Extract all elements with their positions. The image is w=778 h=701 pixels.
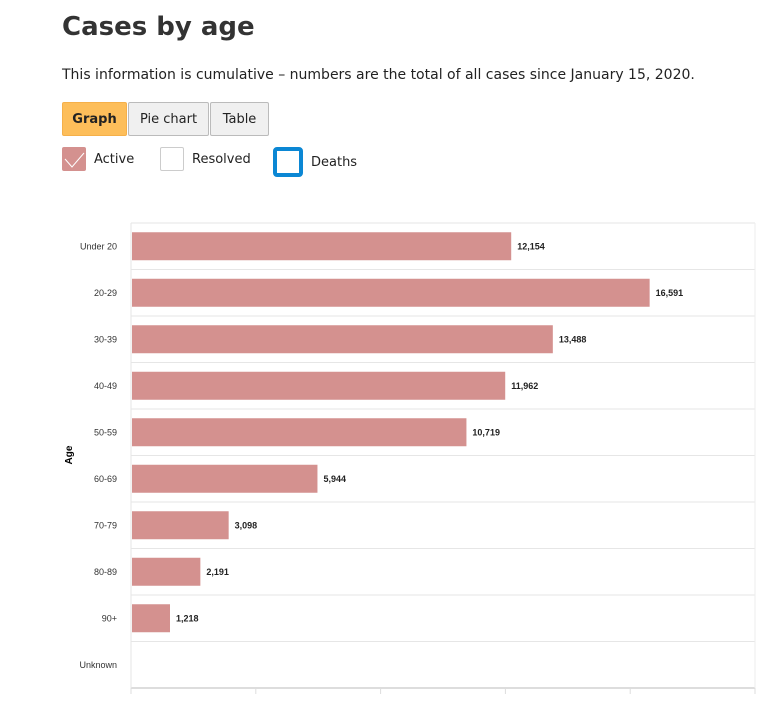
data-label: 2,191 bbox=[206, 567, 229, 577]
legend-label: Active bbox=[94, 151, 135, 167]
data-label: 13,488 bbox=[559, 334, 587, 344]
category-label: 30-39 bbox=[94, 334, 117, 344]
bar bbox=[132, 418, 467, 447]
data-label: 12,154 bbox=[517, 241, 545, 251]
checkbox-icon[interactable] bbox=[160, 147, 184, 171]
bar bbox=[132, 232, 512, 261]
page-title: Cases by age bbox=[62, 12, 255, 42]
bar bbox=[132, 604, 171, 633]
data-label: 11,962 bbox=[511, 381, 538, 391]
legend-resolved[interactable]: Resolved bbox=[160, 147, 251, 171]
data-label: 10,719 bbox=[472, 427, 500, 437]
bar bbox=[132, 371, 506, 400]
category-label: 50-59 bbox=[94, 427, 117, 437]
tab-table[interactable]: Table bbox=[210, 102, 269, 136]
legend-label: Deaths bbox=[311, 154, 358, 170]
category-label: 40-49 bbox=[94, 381, 117, 391]
category-label: Under 20 bbox=[80, 241, 117, 251]
tab-graph[interactable]: Graph bbox=[62, 102, 127, 136]
bar bbox=[132, 511, 229, 540]
bar bbox=[132, 557, 201, 586]
view-tabs: Graph Pie chart Table bbox=[62, 102, 270, 136]
legend-label: Resolved bbox=[192, 151, 251, 167]
category-label: 60-69 bbox=[94, 474, 117, 484]
data-label: 5,944 bbox=[323, 474, 346, 484]
checkbox-focused-icon[interactable] bbox=[273, 147, 303, 177]
y-axis-label: Age bbox=[64, 445, 75, 464]
legend-active[interactable]: Active bbox=[62, 147, 134, 171]
description: This information is cumulative – numbers… bbox=[62, 67, 695, 83]
bar bbox=[132, 278, 650, 307]
bar bbox=[132, 325, 553, 354]
data-label: 1,218 bbox=[176, 613, 199, 623]
category-label: 70-79 bbox=[94, 520, 117, 530]
data-label: 3,098 bbox=[235, 520, 258, 530]
category-label: 80-89 bbox=[94, 567, 117, 577]
legend-deaths[interactable]: Deaths bbox=[273, 147, 357, 177]
tab-pie-chart[interactable]: Pie chart bbox=[128, 102, 209, 136]
data-label: 16,591 bbox=[656, 288, 684, 298]
category-label: 90+ bbox=[102, 613, 117, 623]
checkbox-checked-icon[interactable] bbox=[62, 147, 86, 171]
bar bbox=[132, 464, 318, 493]
category-label: Unknown bbox=[79, 660, 117, 670]
legend: Active Resolved Deaths bbox=[62, 147, 462, 177]
category-label: 20-29 bbox=[94, 288, 117, 298]
